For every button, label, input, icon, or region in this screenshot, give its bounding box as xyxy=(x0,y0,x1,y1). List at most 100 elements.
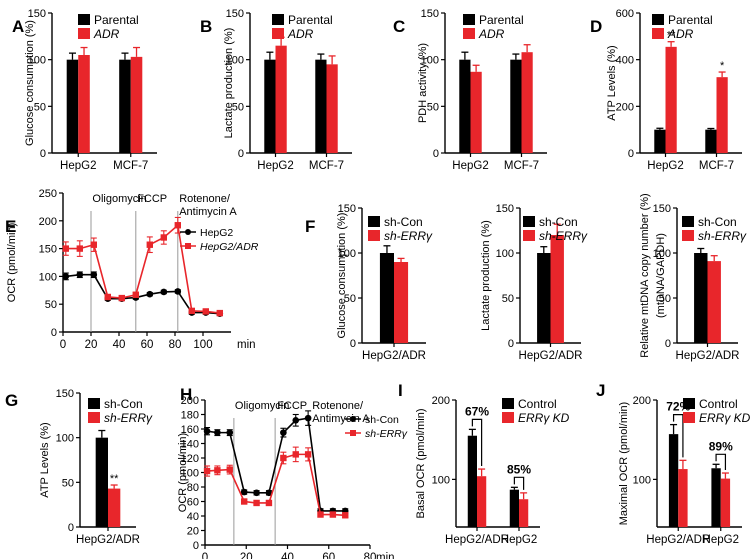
bar xyxy=(119,59,131,153)
bar xyxy=(394,262,409,343)
y-tick-label: 140 xyxy=(181,439,199,451)
data-point xyxy=(253,499,260,507)
legend-swatch xyxy=(502,412,514,423)
y-tick-label: 100 xyxy=(432,474,450,486)
y-tick-label: 0 xyxy=(433,148,439,160)
data-point xyxy=(265,499,273,507)
x-tick-label: MCF-7 xyxy=(113,160,148,172)
y-tick-label: 0 xyxy=(51,327,57,339)
legend-label: Parental xyxy=(668,13,713,27)
bar xyxy=(66,59,79,153)
y-axis-label: Basal OCR (pmol/min) xyxy=(415,408,427,518)
phase-label: FCCP xyxy=(277,400,307,412)
legend-swatch xyxy=(683,412,695,423)
y-tick-label: 150 xyxy=(496,203,514,215)
y-tick-label: 100 xyxy=(181,468,199,480)
y-tick-label: 250 xyxy=(39,188,57,200)
legend-swatch xyxy=(272,28,284,39)
data-point xyxy=(160,234,167,241)
chart-a: A Glucose consumption (%) 0 50 100 150 HepG2 MC… xyxy=(12,8,157,172)
legend-label: sh-ERRγ xyxy=(539,229,588,243)
legend-swatch xyxy=(463,28,475,39)
percent-label: 85% xyxy=(507,462,531,476)
x-tick-label: HepG2/ADR xyxy=(445,534,509,546)
bar xyxy=(654,129,666,153)
x-tick-label: 0 xyxy=(60,339,66,351)
phase-label: Rotenone/ xyxy=(179,193,231,205)
legend-label: sh-ERRγ xyxy=(365,428,408,440)
data-point xyxy=(90,241,97,248)
data-point xyxy=(226,466,233,473)
legend-label: ADR xyxy=(667,27,694,41)
bar xyxy=(694,253,708,343)
bar xyxy=(510,59,522,153)
x-tick-label: HepG2 xyxy=(257,160,293,172)
bar xyxy=(519,499,529,527)
legend-marker xyxy=(185,243,191,249)
y-tick-label: 0 xyxy=(40,148,46,160)
legend-label: sh-ERRγ xyxy=(384,229,433,243)
legend-marker xyxy=(185,229,191,235)
phase-label: Rotenone/ xyxy=(312,400,364,412)
y-tick-label: 40 xyxy=(187,511,199,523)
x-tick-label: HepG2/ADR xyxy=(76,534,140,546)
y-tick-label: 180 xyxy=(181,410,199,422)
y-axis-label: Maximal OCR (pmol/min) xyxy=(618,402,630,525)
y-tick-label: 100 xyxy=(226,55,244,67)
y-tick-label: 100 xyxy=(633,474,651,486)
x-tick-label: HepG2 xyxy=(501,534,537,546)
y-axis-label: PDH activity (%) xyxy=(417,43,429,123)
legend-swatch xyxy=(272,14,284,25)
y-tick-label: 50 xyxy=(659,293,671,305)
data-point xyxy=(226,429,234,436)
chart-h: H OCR (pmol/min) 0 20 40 60 80 100 120 140 160 180 2… xyxy=(177,385,408,559)
y-tick-label: 150 xyxy=(28,8,46,20)
bar xyxy=(707,261,721,343)
panel-letter: B xyxy=(200,17,212,36)
y-axis-label: OCR (pmol/min) xyxy=(177,433,189,512)
bar xyxy=(95,437,108,527)
bar xyxy=(459,59,471,153)
y-tick-label: 50 xyxy=(34,101,46,113)
y-tick-label: 50 xyxy=(344,293,356,305)
x-tick-label: 80 xyxy=(169,339,182,351)
y-axis-label: Lactate production (%) xyxy=(223,28,235,139)
y-tick-label: 20 xyxy=(187,526,199,538)
data-point xyxy=(216,309,223,317)
x-tick-label: 100 xyxy=(193,339,212,351)
legend-swatch xyxy=(78,14,90,25)
legend-label: ERRγ KD xyxy=(518,411,570,425)
x-tick-label: 40 xyxy=(113,339,126,351)
y-tick-label: 200 xyxy=(39,216,57,228)
data-point xyxy=(202,308,209,315)
y-tick-label: 100 xyxy=(39,271,57,283)
y-tick-label: 150 xyxy=(226,8,244,20)
y-axis-label: Glucose consumption (%) xyxy=(24,20,36,146)
legend-swatch xyxy=(463,14,475,25)
bar xyxy=(665,46,677,154)
bar xyxy=(379,253,394,343)
data-point xyxy=(304,451,312,458)
comparison-bracket xyxy=(672,414,684,458)
phase-label: Antimycin A xyxy=(179,206,237,218)
x-tick-label: 40 xyxy=(281,552,294,559)
y-tick-label: 200 xyxy=(432,395,450,407)
y-tick-label: 100 xyxy=(28,55,46,67)
phase-label: Antimycin A xyxy=(312,413,370,425)
data-point xyxy=(280,454,287,462)
percent-label: 67% xyxy=(465,404,489,418)
data-point xyxy=(188,307,195,315)
y-tick-label: 160 xyxy=(181,424,199,436)
legend-swatch xyxy=(88,398,100,409)
legend-label: HepG2 xyxy=(200,227,233,239)
y-axis-label: OCR (pmol/min) xyxy=(6,223,18,302)
bar xyxy=(326,64,338,153)
y-tick-label: 80 xyxy=(187,482,199,494)
y-tick-label: 50 xyxy=(232,101,244,113)
legend-swatch xyxy=(368,230,380,241)
significance-mark: ** xyxy=(110,473,119,485)
legend-label: Parental xyxy=(288,13,333,27)
data-point xyxy=(265,489,273,497)
x-tick-label: HepG2/ADR xyxy=(676,350,740,362)
